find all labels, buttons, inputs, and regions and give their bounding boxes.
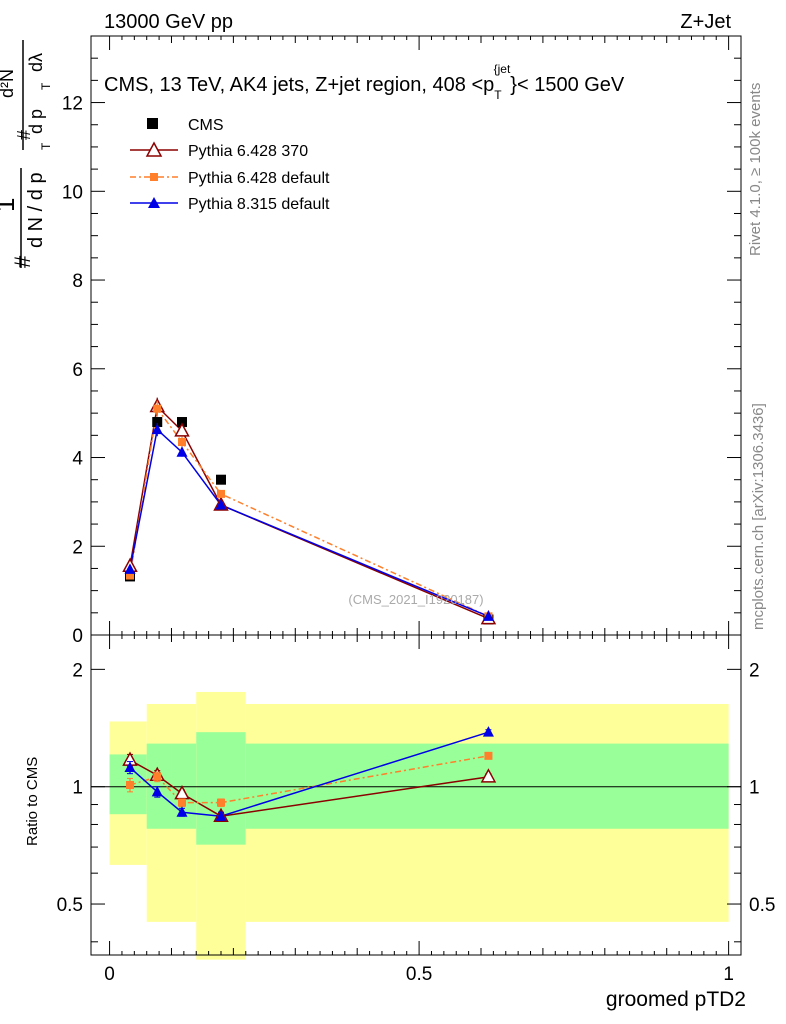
main-ytick-label: 10 xyxy=(62,182,83,203)
ratio-ytick-label-right: 0.5 xyxy=(749,895,775,916)
axes-frames xyxy=(90,35,742,956)
main-point-py8-def xyxy=(482,610,494,621)
header-left: 13000 GeV pp xyxy=(104,11,233,33)
legend-label-py6-370: Pythia 6.428 370 xyxy=(188,143,308,160)
legend-marker-py6-370 xyxy=(145,141,163,157)
main-ytick-label: 6 xyxy=(72,360,83,381)
ylabel-hash: # xyxy=(10,255,35,268)
xtick-label: 1 xyxy=(723,964,734,985)
ratio-point-py8-def xyxy=(124,761,136,773)
main-point-py8-def xyxy=(124,563,136,574)
ratio-point-py6-def xyxy=(126,781,134,790)
ylabel-dN: d N / d p xyxy=(25,172,47,248)
main-title-suffix: }< 1500 GeV xyxy=(510,74,625,96)
ratio-point-py8-def xyxy=(176,806,188,817)
ratio-point-py6-370 xyxy=(480,768,497,783)
main-ytick-label: 2 xyxy=(72,537,83,558)
main-point-py6-def xyxy=(178,437,186,446)
ratio-ytick-label-right: 2 xyxy=(749,660,760,681)
legend-label-py8-def: Pythia 8.315 default xyxy=(188,196,330,213)
series-layer xyxy=(122,397,497,822)
watermark: (CMS_2021_I1920187) xyxy=(348,592,483,607)
main-title-sup: {jet xyxy=(494,62,511,76)
ylabel-hash2: # xyxy=(14,130,34,140)
main-line-py8-def xyxy=(129,428,489,618)
ylabel-T: T xyxy=(39,142,53,150)
legend: CMS Pythia 6.428 370 Pythia 6.428 defaul… xyxy=(130,117,330,213)
ylabel-d2N: d²N xyxy=(0,69,17,98)
ratio-point-py8-def xyxy=(215,810,227,821)
main-point-cms xyxy=(152,417,163,428)
ratio-point-py6-def xyxy=(484,751,493,760)
x-axis-label: groomed pTD2 xyxy=(606,988,746,1011)
ratio-uncertainty-bands xyxy=(109,691,729,960)
main-point-cms xyxy=(177,417,187,428)
ratio-point-py8-def xyxy=(151,785,163,797)
main-ytick-label: 0 xyxy=(72,626,83,647)
ratio-point-py6-def xyxy=(178,798,186,807)
xtick-label: 0 xyxy=(104,964,115,985)
ratio-line-py6-def xyxy=(129,755,489,804)
ratio-ylabel: Ratio to CMS xyxy=(24,757,41,846)
main-point-py6-def xyxy=(126,571,134,580)
xtick-label: 0.5 xyxy=(406,964,432,985)
ratio-ytick-label: 0.5 xyxy=(57,895,83,916)
ylabel-dlambda: dλ xyxy=(26,53,46,72)
ylabel-T2: T xyxy=(39,82,53,90)
ratio-ytick-label-right: 1 xyxy=(749,778,760,799)
legend-marker-py6-def xyxy=(150,173,158,181)
ratio-ytick-label: 2 xyxy=(72,660,83,681)
main-point-py6-def xyxy=(153,404,162,413)
band-inner-3 xyxy=(196,732,246,845)
main-title-sub: T xyxy=(494,88,502,102)
main-point-py6-def xyxy=(217,489,225,498)
rivet-label: Rivet 4.1.0, ≥ 100k events xyxy=(747,83,764,256)
main-point-py8-def xyxy=(215,498,227,510)
main-title: CMS, 13 TeV, AK4 jets, Z+jet region, 408… xyxy=(104,62,625,102)
legend-marker-cms xyxy=(147,118,158,129)
main-title-prefix: CMS, 13 TeV, AK4 jets, Z+jet region, 408… xyxy=(104,74,494,96)
ratio-point-py8-def xyxy=(482,726,494,737)
legend-marker-py8-def xyxy=(148,197,160,208)
legend-label-cms: CMS xyxy=(188,117,224,134)
main-ytick-label: 8 xyxy=(72,271,83,292)
ratio-frame xyxy=(90,634,742,956)
main-point-py6-370 xyxy=(174,422,190,437)
main-ytick-label: 4 xyxy=(72,449,83,470)
main-point-py8-def xyxy=(176,446,188,457)
mcplots-label: mcplots.cern.ch [arXiv:1306.3436] xyxy=(750,403,767,630)
main-point-py8-def xyxy=(151,423,163,435)
ylabel-dp: d p xyxy=(26,109,46,134)
main-point-cms xyxy=(216,474,226,485)
ylabel-one: 1 xyxy=(0,198,20,212)
main-ytick-label: 12 xyxy=(62,94,83,115)
header-right: Z+Jet xyxy=(680,11,731,33)
ratio-ytick-label: 1 xyxy=(72,778,83,799)
ratio-point-py6-def xyxy=(153,772,162,781)
ratio-point-py6-def xyxy=(217,798,225,807)
legend-label-py6-def: Pythia 6.428 default xyxy=(188,170,330,187)
main-ylabel: # 1 d N / d p T # d²N d p T dλ xyxy=(0,40,53,268)
